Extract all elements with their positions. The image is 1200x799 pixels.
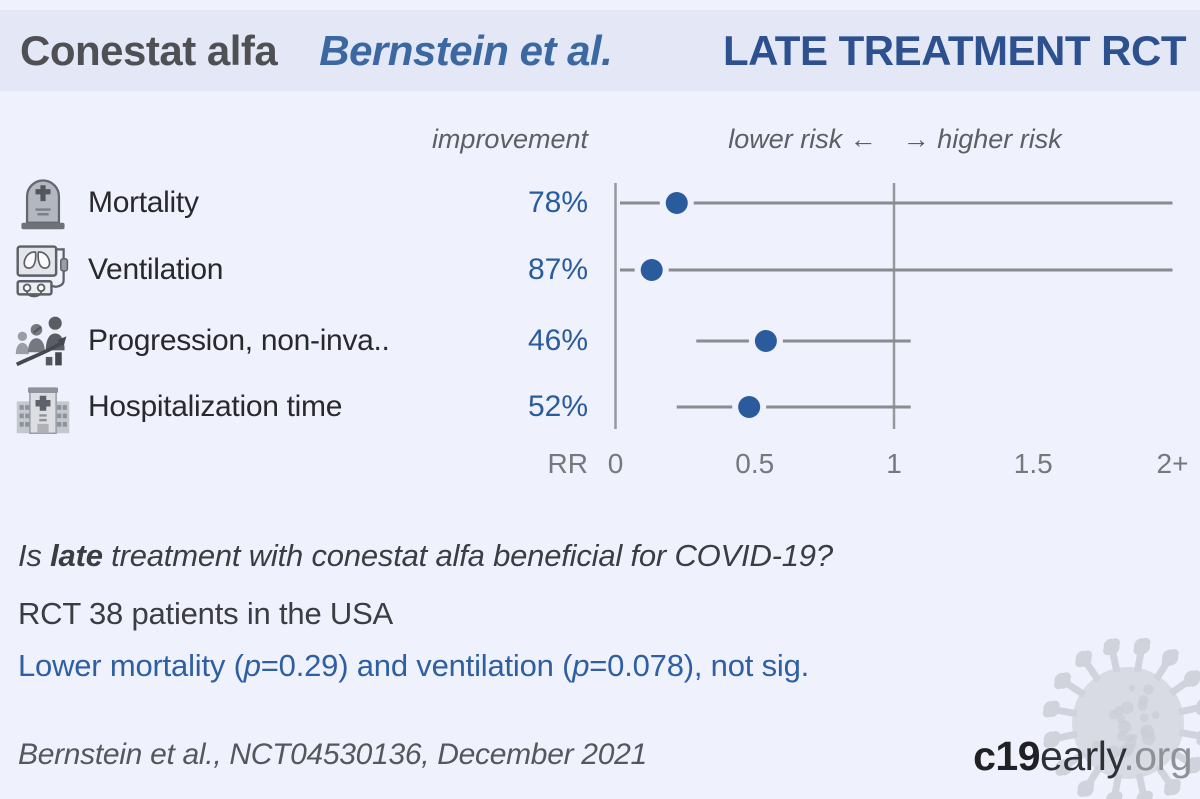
outcome-row-ventilation: Ventilation 87% <box>0 237 600 303</box>
outcome-label: Mortality <box>88 170 199 236</box>
header-study-type: LATE TREATMENT RCT <box>723 27 1186 75</box>
study-population: RCT 38 patients in the USA <box>18 596 393 632</box>
axis-tick-0p5: 0.5 <box>735 448 774 480</box>
late-emphasis: late <box>50 538 103 573</box>
progression-icon <box>13 311 73 371</box>
improvement-value: 78% <box>528 170 588 236</box>
ventilator-icon <box>13 240 73 300</box>
header-authors: Bernstein et al. <box>319 27 612 75</box>
outcome-label: Hospitalization time <box>88 374 342 440</box>
outcome-label: Progression, non-inva.. <box>88 308 390 374</box>
outcome-label: Ventilation <box>88 237 223 303</box>
gravestone-icon <box>13 173 73 233</box>
axis-tick-0: 0 <box>608 448 624 480</box>
study-question: Is late treatment with conestat alfa ben… <box>18 538 833 574</box>
study-result: Lower mortality (p=0.29) and ventilation… <box>18 648 809 684</box>
axis-tick-1p5: 1.5 <box>1014 448 1053 480</box>
lower-risk-label: lower risk ← <box>728 124 877 154</box>
outcome-row-mortality: Mortality 78% <box>0 170 600 236</box>
axis-tick-1: 1 <box>886 448 902 480</box>
risk-direction-header: lower risk ← → higher risk <box>615 124 1175 155</box>
rr-axis-label: RR <box>548 448 588 480</box>
outcome-row-hospitalization: Hospitalization time 52% <box>0 374 600 440</box>
treatment-title: Conestat alfa <box>20 27 277 75</box>
axis-tick-2plus: 2+ <box>1157 448 1189 480</box>
improvement-value: 46% <box>528 308 588 374</box>
site-logo: c19early.org <box>973 733 1192 780</box>
outcome-row-progression: Progression, non-inva.. 46% <box>0 308 600 374</box>
header-bar: Conestat alfa Bernstein et al. LATE TREA… <box>0 10 1200 91</box>
improvement-value: 87% <box>528 237 588 303</box>
improvement-column-header: improvement <box>432 124 588 155</box>
citation: Bernstein et al., NCT04530136, December … <box>18 738 647 772</box>
higher-risk-label: → higher risk <box>903 124 1062 154</box>
study-infographic: Conestat alfa Bernstein et al. LATE TREA… <box>0 0 1200 799</box>
hospital-icon <box>13 377 73 437</box>
improvement-value: 52% <box>528 374 588 440</box>
